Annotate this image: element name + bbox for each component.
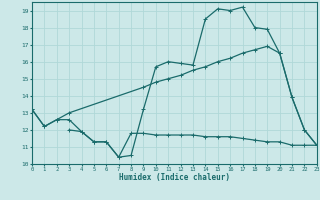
X-axis label: Humidex (Indice chaleur): Humidex (Indice chaleur) [119, 173, 230, 182]
